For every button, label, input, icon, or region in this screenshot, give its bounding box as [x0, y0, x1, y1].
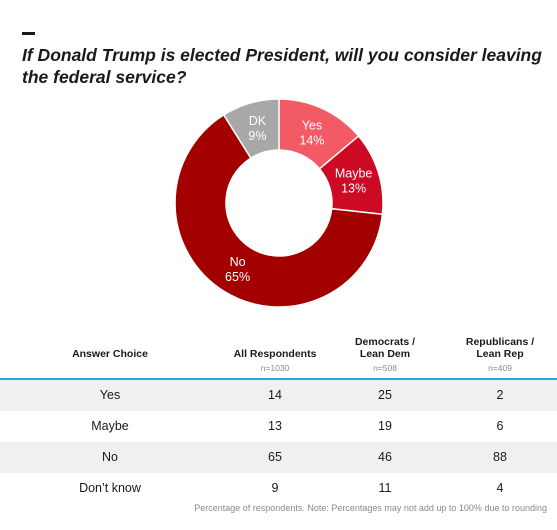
cell-dem: 19 [378, 419, 392, 433]
table-row: Yes 14 25 2 [0, 380, 557, 411]
table-row: Maybe 13 19 6 [0, 411, 557, 442]
slice-no [174, 113, 384, 308]
cell-dem: 25 [378, 388, 392, 402]
cell-rep: 6 [496, 419, 504, 433]
header-republicans: Republicans / Lean Rep n=409 [465, 336, 535, 373]
cell-rep: 2 [496, 388, 504, 402]
cell-choice: Maybe [91, 419, 129, 433]
table-header: Answer Choice All Respondents n=1030 Dem… [0, 336, 557, 378]
cell-all: 9 [271, 481, 279, 495]
slice-value-no: 65% [225, 270, 250, 284]
header-rule [0, 378, 557, 380]
slice-value-dk: 9% [248, 129, 266, 143]
slice-label-maybe: Maybe [335, 166, 373, 180]
footnote: Percentage of respondents. Note: Percent… [194, 503, 547, 513]
cell-all: 65 [268, 450, 282, 464]
table-row: No 65 46 88 [0, 442, 557, 473]
cell-dem: 11 [378, 481, 392, 495]
cell-rep: 4 [496, 481, 504, 495]
table-row: Don’t know 9 11 4 [0, 473, 557, 504]
header-all-respondents: All Respondents n=1030 [233, 348, 317, 373]
slice-dk [222, 98, 280, 160]
cell-choice: Yes [99, 388, 121, 402]
cell-choice: Don’t know [79, 481, 141, 495]
slice-label-no: No [230, 255, 246, 269]
header-answer-choice: Answer Choice [72, 348, 148, 360]
cell-all: 13 [268, 419, 282, 433]
slice-value-yes: 14% [299, 133, 324, 147]
slice-value-maybe: 13% [341, 181, 366, 195]
title-dash [22, 32, 35, 35]
slice-label-dk: DK [249, 114, 267, 128]
cell-dem: 46 [378, 450, 392, 464]
chart-title: If Donald Trump is elected President, wi… [22, 45, 542, 87]
header-democrats: Democrats / Lean Dem n=508 [354, 336, 416, 373]
cell-choice: No [102, 450, 118, 464]
slice-label-yes: Yes [302, 118, 322, 132]
cell-all: 14 [268, 388, 282, 402]
cell-rep: 88 [493, 450, 507, 464]
